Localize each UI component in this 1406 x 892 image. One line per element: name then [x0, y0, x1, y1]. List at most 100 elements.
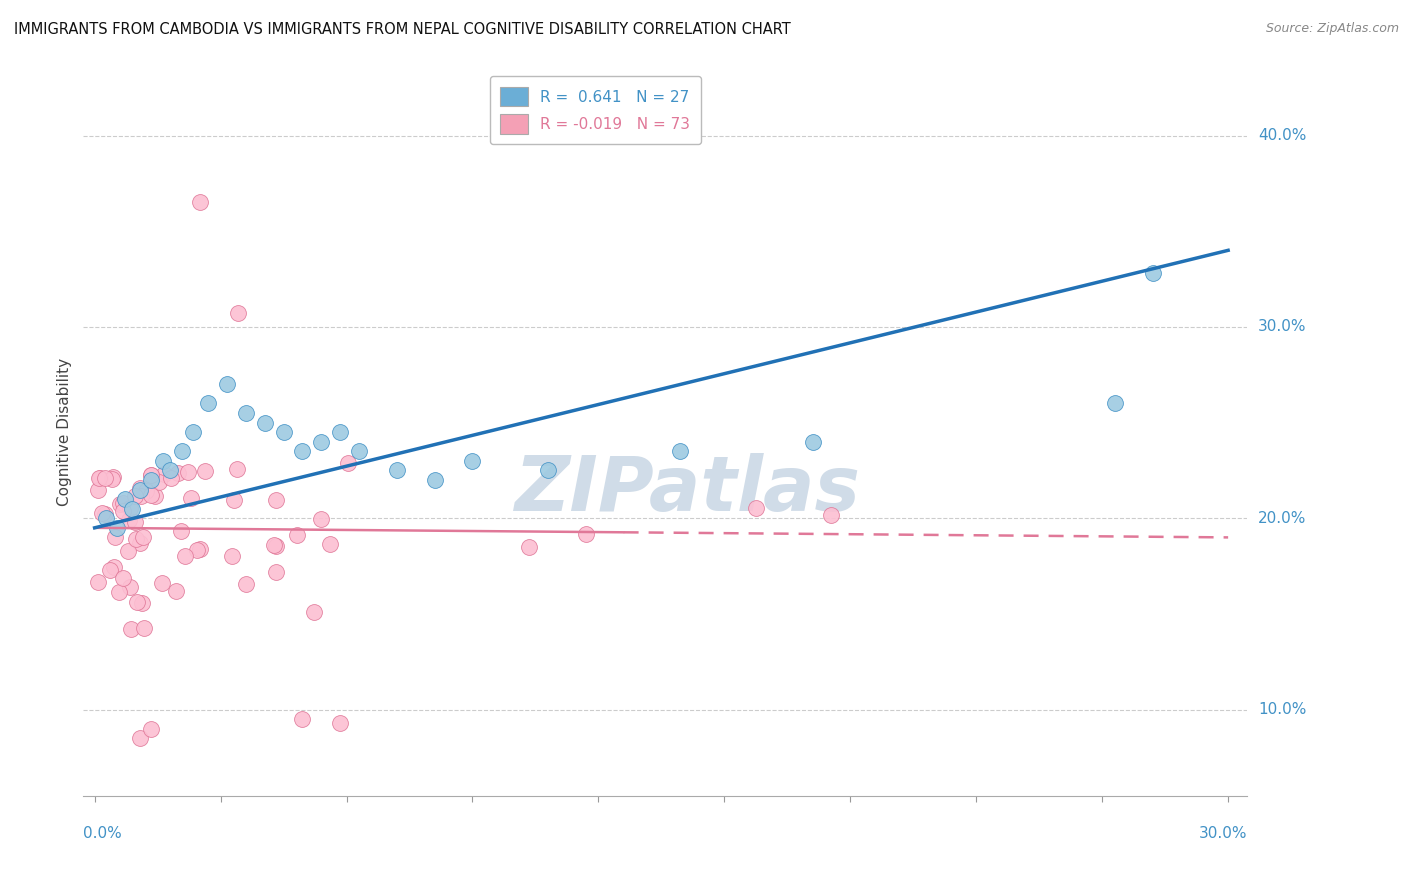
- Point: [347, 444, 370, 458]
- Point: [129, 483, 152, 497]
- Point: [124, 489, 146, 503]
- Point: [152, 576, 174, 591]
- Point: [336, 456, 359, 470]
- Point: [108, 585, 131, 599]
- Text: 20.0%: 20.0%: [1258, 511, 1306, 525]
- Point: [94, 507, 117, 521]
- Point: [291, 444, 314, 458]
- Point: [117, 543, 139, 558]
- Point: [125, 532, 148, 546]
- Point: [118, 501, 141, 516]
- Point: [159, 463, 181, 477]
- Point: [820, 508, 842, 522]
- Point: [125, 595, 148, 609]
- Text: 10.0%: 10.0%: [1258, 702, 1306, 717]
- Text: IMMIGRANTS FROM CAMBODIA VS IMMIGRANTS FROM NEPAL COGNITIVE DISABILITY CORRELATI: IMMIGRANTS FROM CAMBODIA VS IMMIGRANTS F…: [14, 22, 790, 37]
- Point: [120, 622, 142, 636]
- Point: [87, 575, 110, 590]
- Point: [104, 530, 127, 544]
- Point: [87, 471, 110, 485]
- Point: [537, 463, 560, 477]
- Point: [385, 463, 408, 477]
- Y-axis label: Cognitive Disability: Cognitive Disability: [58, 358, 72, 506]
- Point: [152, 454, 174, 468]
- Point: [273, 425, 295, 439]
- Point: [111, 503, 134, 517]
- Point: [159, 471, 181, 485]
- Text: ZIPatlas: ZIPatlas: [516, 453, 862, 527]
- Point: [87, 483, 110, 497]
- Point: [121, 501, 143, 516]
- Point: [302, 605, 325, 619]
- Legend: R =  0.641   N = 27, R = -0.019   N = 73: R = 0.641 N = 27, R = -0.019 N = 73: [489, 76, 702, 145]
- Point: [226, 462, 249, 476]
- Point: [94, 470, 117, 484]
- Point: [111, 571, 134, 585]
- Point: [226, 306, 249, 320]
- Point: [139, 467, 162, 482]
- Point: [264, 493, 287, 508]
- Point: [285, 528, 308, 542]
- Point: [253, 416, 276, 430]
- Point: [311, 434, 333, 449]
- Point: [801, 434, 824, 449]
- Point: [197, 396, 219, 410]
- Point: [461, 454, 484, 468]
- Point: [98, 563, 121, 577]
- Point: [112, 495, 135, 509]
- Point: [215, 377, 238, 392]
- Point: [165, 584, 187, 599]
- Point: [186, 543, 208, 558]
- Point: [264, 566, 287, 580]
- Point: [143, 489, 166, 503]
- Point: [669, 444, 692, 458]
- Point: [141, 473, 163, 487]
- Text: 30.0%: 30.0%: [1258, 319, 1306, 334]
- Point: [1104, 396, 1126, 410]
- Point: [101, 470, 124, 484]
- Text: 30.0%: 30.0%: [1198, 826, 1247, 841]
- Point: [139, 467, 162, 482]
- Point: [745, 501, 768, 516]
- Point: [129, 536, 152, 550]
- Point: [89, 471, 111, 485]
- Point: [291, 712, 314, 726]
- Point: [129, 489, 152, 503]
- Point: [319, 537, 342, 551]
- Point: [423, 473, 446, 487]
- Point: [222, 493, 245, 508]
- Point: [118, 513, 141, 527]
- Point: [94, 511, 117, 525]
- Point: [148, 475, 170, 490]
- Point: [309, 512, 332, 526]
- Point: [329, 716, 352, 731]
- Point: [263, 538, 285, 552]
- Text: 0.0%: 0.0%: [83, 826, 122, 841]
- Point: [132, 529, 155, 543]
- Point: [129, 482, 152, 496]
- Point: [101, 472, 124, 486]
- Point: [139, 488, 162, 502]
- Point: [173, 549, 195, 563]
- Point: [188, 541, 211, 556]
- Point: [153, 467, 176, 481]
- Point: [131, 596, 153, 610]
- Point: [190, 195, 212, 210]
- Point: [1142, 266, 1164, 280]
- Point: [170, 444, 193, 458]
- Point: [105, 521, 128, 535]
- Point: [181, 425, 204, 439]
- Point: [132, 621, 155, 635]
- Point: [135, 483, 157, 498]
- Point: [264, 540, 287, 554]
- Point: [235, 406, 257, 420]
- Point: [180, 491, 202, 506]
- Text: 40.0%: 40.0%: [1258, 128, 1306, 143]
- Point: [517, 540, 540, 554]
- Point: [118, 581, 141, 595]
- Point: [167, 466, 190, 480]
- Point: [114, 492, 136, 507]
- Text: Source: ZipAtlas.com: Source: ZipAtlas.com: [1265, 22, 1399, 36]
- Point: [103, 560, 125, 574]
- Point: [235, 576, 257, 591]
